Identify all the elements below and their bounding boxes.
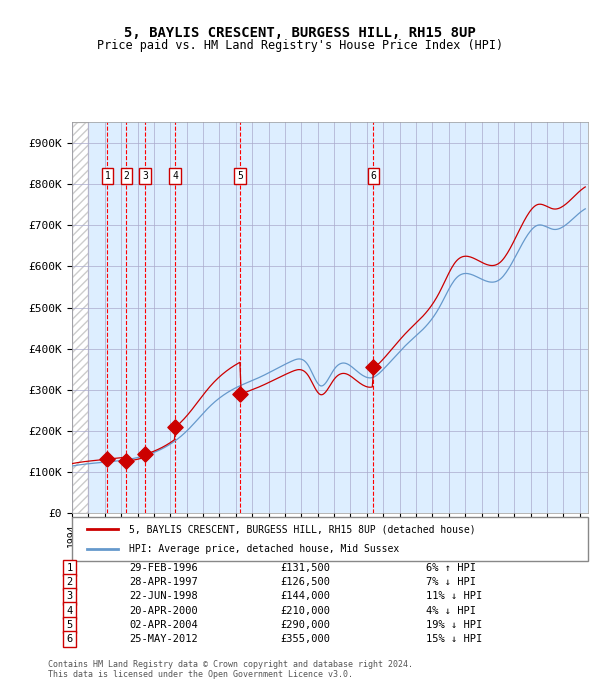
Text: £355,000: £355,000 — [280, 634, 330, 644]
Text: £210,000: £210,000 — [280, 606, 330, 615]
Text: 6: 6 — [67, 634, 73, 644]
Text: 4: 4 — [172, 171, 178, 181]
Text: 5, BAYLIS CRESCENT, BURGESS HILL, RH15 8UP: 5, BAYLIS CRESCENT, BURGESS HILL, RH15 8… — [124, 26, 476, 40]
Text: 28-APR-1997: 28-APR-1997 — [129, 577, 198, 588]
Point — [170, 422, 180, 432]
Text: 02-APR-2004: 02-APR-2004 — [129, 619, 198, 630]
Text: £126,500: £126,500 — [280, 577, 330, 588]
Text: 4% ↓ HPI: 4% ↓ HPI — [426, 606, 476, 615]
Text: 25-MAY-2012: 25-MAY-2012 — [129, 634, 198, 644]
Text: Price paid vs. HM Land Registry's House Price Index (HPI): Price paid vs. HM Land Registry's House … — [97, 39, 503, 52]
Text: £290,000: £290,000 — [280, 619, 330, 630]
Point — [122, 456, 131, 466]
Text: 19% ↓ HPI: 19% ↓ HPI — [426, 619, 482, 630]
Text: 6: 6 — [370, 171, 376, 181]
Text: This data is licensed under the Open Government Licence v3.0.: This data is licensed under the Open Gov… — [48, 670, 353, 679]
Text: 7% ↓ HPI: 7% ↓ HPI — [426, 577, 476, 588]
Text: £144,000: £144,000 — [280, 592, 330, 601]
Point — [140, 449, 150, 460]
Point — [235, 388, 245, 399]
Point — [103, 454, 112, 464]
FancyBboxPatch shape — [72, 517, 588, 561]
Text: Contains HM Land Registry data © Crown copyright and database right 2024.: Contains HM Land Registry data © Crown c… — [48, 660, 413, 668]
Text: 20-APR-2000: 20-APR-2000 — [129, 606, 198, 615]
Text: 3: 3 — [142, 171, 148, 181]
Text: 1: 1 — [104, 171, 110, 181]
Text: 11% ↓ HPI: 11% ↓ HPI — [426, 592, 482, 601]
Text: 2: 2 — [124, 171, 130, 181]
Text: 4: 4 — [67, 606, 73, 615]
Text: 2: 2 — [67, 577, 73, 588]
Text: £131,500: £131,500 — [280, 563, 330, 573]
Text: 5: 5 — [237, 171, 243, 181]
Text: 3: 3 — [67, 592, 73, 601]
Point — [368, 362, 378, 373]
Text: 1: 1 — [67, 563, 73, 573]
Text: 5: 5 — [67, 619, 73, 630]
Text: HPI: Average price, detached house, Mid Sussex: HPI: Average price, detached house, Mid … — [129, 543, 399, 554]
Text: 6% ↑ HPI: 6% ↑ HPI — [426, 563, 476, 573]
Bar — [72, 122, 88, 513]
Text: 29-FEB-1996: 29-FEB-1996 — [129, 563, 198, 573]
Text: 5, BAYLIS CRESCENT, BURGESS HILL, RH15 8UP (detached house): 5, BAYLIS CRESCENT, BURGESS HILL, RH15 8… — [129, 524, 475, 534]
Text: 15% ↓ HPI: 15% ↓ HPI — [426, 634, 482, 644]
Bar — [72, 122, 88, 513]
Text: 22-JUN-1998: 22-JUN-1998 — [129, 592, 198, 601]
